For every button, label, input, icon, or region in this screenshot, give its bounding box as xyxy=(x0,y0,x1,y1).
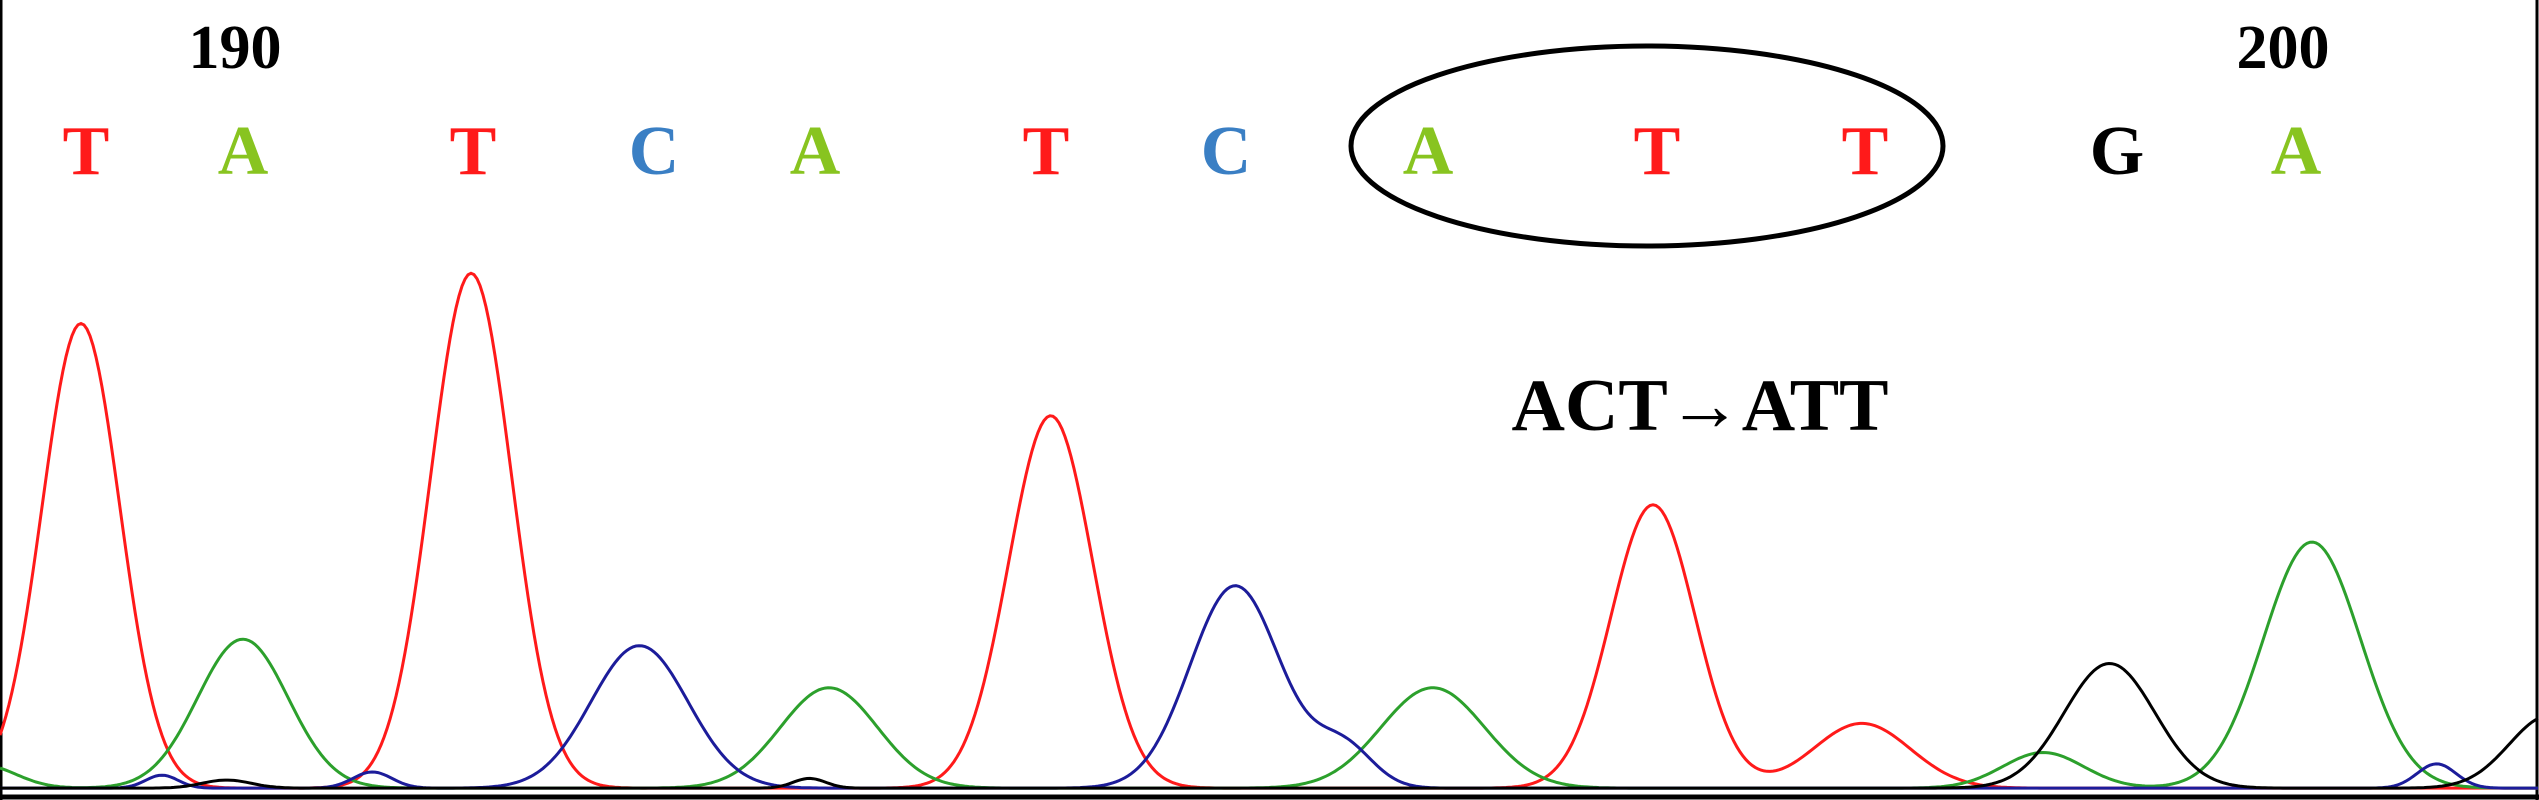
base-letter: A xyxy=(218,113,269,190)
base-letter: C xyxy=(629,113,680,190)
base-letter: T xyxy=(1023,113,1070,190)
base-letter: T xyxy=(1842,113,1889,190)
annotation: ACT→ATT xyxy=(1512,365,1889,447)
trace xyxy=(0,661,2539,790)
base-letter: T xyxy=(450,113,497,190)
mutation-circle xyxy=(1348,43,1946,249)
base-letter: C xyxy=(1201,113,1252,190)
base-letter: G xyxy=(2090,113,2144,190)
traces xyxy=(0,271,2539,790)
base-letter: T xyxy=(1634,113,1681,190)
base-letter: A xyxy=(2271,113,2322,190)
base-letter: A xyxy=(1403,113,1454,190)
base-letter: A xyxy=(790,113,841,190)
base-letter: T xyxy=(63,113,110,190)
position-label: 200 xyxy=(2237,14,2330,82)
position-label: 190 xyxy=(189,14,282,82)
